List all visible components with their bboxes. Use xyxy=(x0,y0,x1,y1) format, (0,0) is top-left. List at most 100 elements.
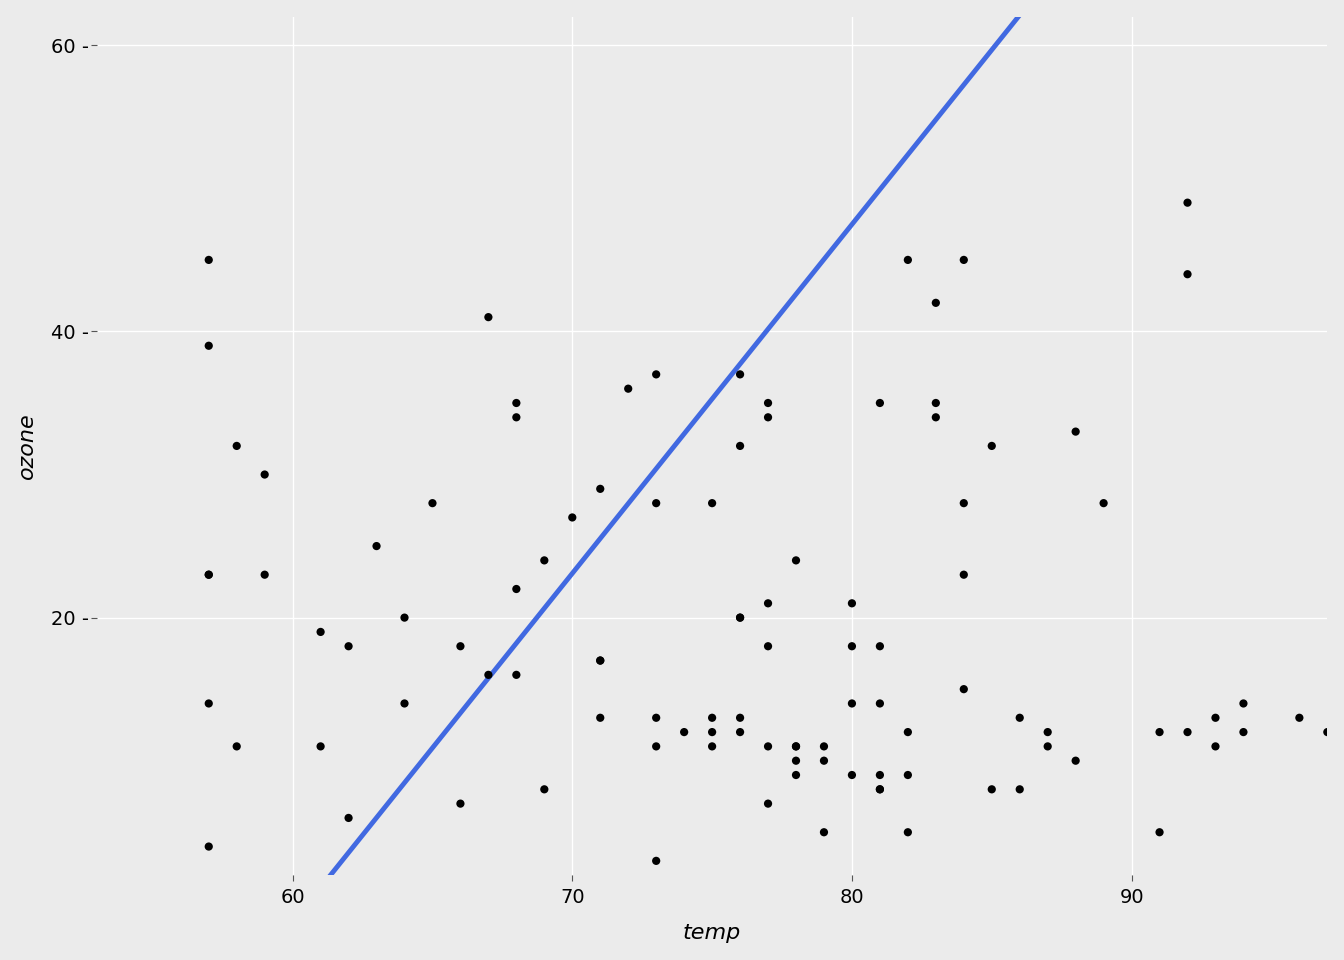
Point xyxy=(870,696,891,711)
Point xyxy=(1317,725,1339,740)
Point xyxy=(841,638,863,654)
Point xyxy=(254,567,276,583)
Point xyxy=(896,825,918,840)
Point xyxy=(1149,825,1171,840)
Point xyxy=(757,396,778,411)
Point xyxy=(1149,725,1171,740)
Point xyxy=(198,567,219,583)
Point xyxy=(1289,710,1310,726)
Point xyxy=(953,252,974,268)
Point xyxy=(1204,738,1226,754)
Point xyxy=(870,767,891,782)
Point xyxy=(1038,738,1059,754)
Point xyxy=(953,495,974,511)
Point xyxy=(645,738,667,754)
Point xyxy=(1009,710,1031,726)
Point xyxy=(730,367,751,382)
Point xyxy=(1177,725,1199,740)
Point xyxy=(730,438,751,453)
Point xyxy=(896,725,918,740)
Point xyxy=(226,438,247,453)
Point xyxy=(394,610,415,625)
Point xyxy=(730,610,751,625)
Point xyxy=(1038,725,1059,740)
Point xyxy=(785,738,806,754)
Point xyxy=(896,252,918,268)
Point xyxy=(870,781,891,797)
Point xyxy=(757,738,778,754)
Point xyxy=(870,781,891,797)
Point xyxy=(534,553,555,568)
Point xyxy=(981,781,1003,797)
Point xyxy=(785,767,806,782)
Point xyxy=(617,882,638,898)
Point xyxy=(1232,725,1254,740)
Point xyxy=(953,567,974,583)
Point xyxy=(534,781,555,797)
Point xyxy=(505,410,527,425)
Point xyxy=(702,725,723,740)
Point xyxy=(310,738,332,754)
Point xyxy=(785,553,806,568)
Point xyxy=(198,567,219,583)
Point xyxy=(1093,495,1114,511)
Point xyxy=(645,495,667,511)
Point xyxy=(870,396,891,411)
Point xyxy=(226,738,247,754)
Point xyxy=(198,696,219,711)
Point xyxy=(925,396,946,411)
Point xyxy=(785,738,806,754)
Point xyxy=(730,882,751,898)
Point xyxy=(953,682,974,697)
Point xyxy=(813,825,835,840)
Point xyxy=(1204,710,1226,726)
Point xyxy=(590,710,612,726)
Point xyxy=(337,638,359,654)
Point xyxy=(730,710,751,726)
Point xyxy=(1177,195,1199,210)
Point xyxy=(590,481,612,496)
Point xyxy=(450,638,472,654)
Point xyxy=(925,410,946,425)
Point xyxy=(1232,696,1254,711)
Point xyxy=(505,396,527,411)
Point xyxy=(870,638,891,654)
Point xyxy=(366,539,387,554)
Point xyxy=(562,510,583,525)
Point xyxy=(702,495,723,511)
Y-axis label: ozone: ozone xyxy=(16,413,36,479)
Point xyxy=(673,725,695,740)
Point xyxy=(254,467,276,482)
Point xyxy=(730,725,751,740)
Point xyxy=(757,410,778,425)
Point xyxy=(590,653,612,668)
Point xyxy=(841,696,863,711)
Point xyxy=(477,667,499,683)
Point xyxy=(590,653,612,668)
Point xyxy=(645,367,667,382)
Point xyxy=(730,610,751,625)
Point xyxy=(422,495,444,511)
Point xyxy=(1009,781,1031,797)
Point xyxy=(757,638,778,654)
Point xyxy=(1064,753,1086,768)
Point xyxy=(394,696,415,711)
Point xyxy=(617,381,638,396)
Point xyxy=(198,252,219,268)
Point xyxy=(981,438,1003,453)
Point xyxy=(645,853,667,869)
Point xyxy=(702,710,723,726)
Point xyxy=(841,767,863,782)
Point xyxy=(925,295,946,310)
Point xyxy=(645,710,667,726)
Point xyxy=(757,796,778,811)
Point xyxy=(757,595,778,611)
Point xyxy=(841,595,863,611)
Point xyxy=(477,309,499,324)
Point xyxy=(505,582,527,597)
Point xyxy=(813,753,835,768)
Point xyxy=(785,753,806,768)
Point xyxy=(505,667,527,683)
Point xyxy=(310,624,332,639)
Point xyxy=(1064,424,1086,440)
